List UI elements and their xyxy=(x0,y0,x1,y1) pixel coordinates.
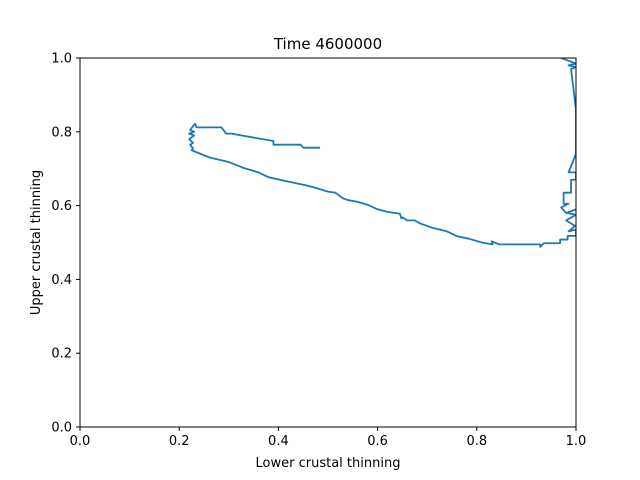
y-tick-label: 0.8 xyxy=(51,125,72,140)
plot-frame xyxy=(79,57,577,428)
x-tick-label: 0.8 xyxy=(466,434,487,449)
chart-title: Time 4600000 xyxy=(273,35,382,53)
x-axis-label: Lower crustal thinning xyxy=(256,456,401,471)
series-layer xyxy=(188,58,576,248)
y-tick-label: 0.2 xyxy=(51,347,72,362)
x-tick-label: 0.2 xyxy=(169,434,190,449)
x-tick-label: 0.6 xyxy=(367,434,388,449)
series-line xyxy=(188,58,576,248)
y-tick-label: 1.0 xyxy=(51,52,72,67)
y-tick-label: 0.4 xyxy=(51,273,72,288)
y-tick-label: 0.6 xyxy=(51,199,72,214)
x-tick-label: 0.0 xyxy=(70,434,91,449)
x-axis: 0.0 0.2 0.4 0.6 0.8 1.0 xyxy=(70,427,587,449)
y-axis: 0.0 0.2 0.4 0.6 0.8 1.0 xyxy=(51,52,80,436)
y-tick-label: 0.0 xyxy=(51,421,72,436)
y-axis-label: Upper crustal thinning xyxy=(29,170,44,315)
x-tick-label: 1.0 xyxy=(566,434,587,449)
x-tick-label: 0.4 xyxy=(268,434,289,449)
